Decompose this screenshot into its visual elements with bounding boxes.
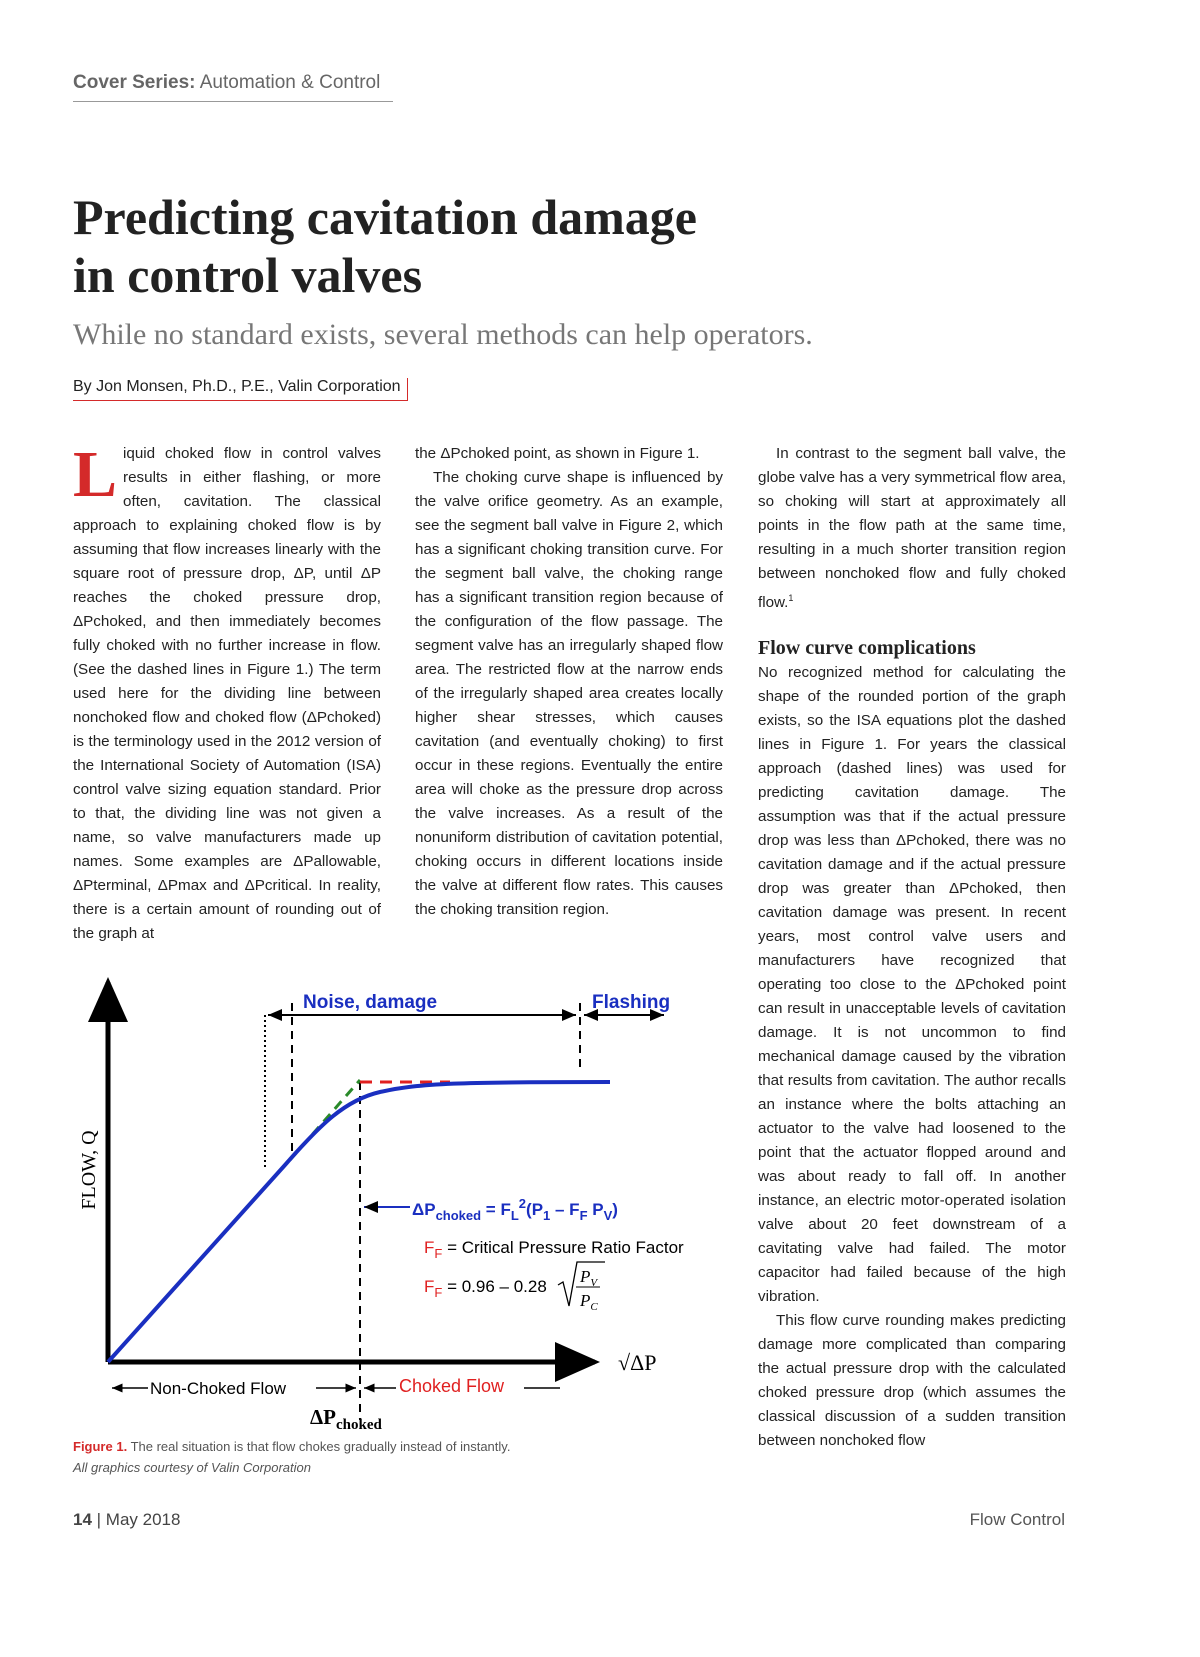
- flow-curve: [106, 1080, 611, 1364]
- column: In contrast to the segment ball valve, t…: [758, 442, 1066, 1453]
- credit: All graphics courtesy of Valin Corporati…: [73, 1460, 311, 1475]
- region-label: Noise, damage: [303, 992, 437, 1013]
- formula-part: F: [434, 1246, 442, 1261]
- magazine-name: Flow Control: [969, 1510, 1065, 1529]
- formula-part: P: [579, 1291, 590, 1310]
- title-line: Predicting cavitation damage: [73, 189, 697, 245]
- byline: By Jon Monsen, Ph.D., P.E., Valin Corpor…: [73, 378, 408, 401]
- caption-text: The real situation is that flow chokes g…: [130, 1439, 511, 1454]
- formula-part: L: [511, 1208, 519, 1223]
- root-sign: [557, 1261, 605, 1307]
- y-axis-label: FLOW, Q: [78, 1130, 100, 1210]
- paragraph-text: In contrast to the segment ball valve, t…: [758, 445, 1066, 612]
- drop-cap: L: [73, 438, 118, 511]
- series-topic: Automation & Control: [199, 72, 381, 93]
- formula-part: V: [590, 1277, 598, 1289]
- paragraph: the ΔPchoked point, as shown in Figure 1…: [415, 445, 700, 462]
- paragraph: No recognized method for calculating the…: [758, 664, 1066, 1306]
- title-line: in control valves: [73, 247, 423, 303]
- region-label: Choked Flow: [399, 1376, 505, 1396]
- column: the ΔPchoked point, as shown in Figure 1…: [415, 442, 723, 922]
- figure: FLOW, Q √ΔP Noise, damage Flashing ΔPcho…: [78, 977, 684, 1433]
- section-heading: Flow curve complications: [758, 637, 976, 660]
- region-label: Flashing: [592, 992, 670, 1013]
- formula-part: = Critical Pressure Ratio Factor: [442, 1238, 684, 1257]
- paragraph: In contrast to the segment ball valve, t…: [758, 442, 1066, 615]
- series-label: Cover Series:: [73, 72, 196, 93]
- formula-part: F: [580, 1208, 588, 1223]
- formula-part: 2: [519, 1196, 526, 1211]
- formula-part: = F: [481, 1200, 511, 1219]
- footer-left: 14 | May 2018: [73, 1510, 181, 1529]
- rule: [73, 101, 393, 102]
- caption-label: Figure 1.: [73, 1439, 128, 1454]
- fraction-bottom: PC: [579, 1291, 598, 1313]
- ff-definition: FF = Critical Pressure Ratio Factor: [424, 1238, 684, 1261]
- formula-part: choked: [436, 1208, 482, 1223]
- region-label: Non-Choked Flow: [150, 1379, 287, 1398]
- paragraph-text: iquid choked flow in control valves resu…: [73, 445, 381, 942]
- issue-date: May 2018: [105, 1510, 181, 1529]
- formula-part: F: [424, 1238, 434, 1257]
- title: Predicting cavitation damage in control …: [73, 188, 697, 304]
- caption: Figure 1. The real situation is that flo…: [73, 1436, 510, 1478]
- x-axis-label: √ΔP: [618, 1350, 656, 1375]
- dp-choked-label: ΔPchoked: [310, 1405, 383, 1433]
- formula-part: P: [579, 1267, 590, 1286]
- formula-part: F: [434, 1285, 442, 1300]
- series-header: Cover Series: Automation & Control: [73, 72, 380, 94]
- formula-part: V: [604, 1208, 613, 1223]
- footnote-ref: 1: [788, 593, 794, 603]
- formula-part: ): [612, 1200, 618, 1219]
- formula-part: C: [590, 1301, 598, 1313]
- fraction-top: PV: [579, 1267, 598, 1289]
- formula-part: = 0.96 – 0.28: [442, 1277, 546, 1296]
- subtitle: While no standard exists, several method…: [73, 318, 813, 351]
- formula-part: ΔP: [310, 1405, 336, 1429]
- formula-part: choked: [336, 1417, 383, 1433]
- formula-part: F: [424, 1277, 434, 1296]
- formula-part: – F: [550, 1200, 579, 1219]
- formula-part: P: [588, 1200, 604, 1219]
- paragraph: The choking curve shape is influenced by…: [415, 469, 723, 918]
- ff-equation: FF = 0.96 – 0.28: [424, 1277, 547, 1300]
- formula-part: ΔP: [412, 1200, 436, 1219]
- formula: ΔPchoked = FL2(P1 – FF PV): [412, 1196, 618, 1223]
- formula-part: 1: [543, 1208, 550, 1223]
- page-number: 14: [73, 1510, 92, 1529]
- paragraph: This flow curve rounding makes predictin…: [758, 1312, 1066, 1450]
- formula-part: (P: [526, 1200, 543, 1219]
